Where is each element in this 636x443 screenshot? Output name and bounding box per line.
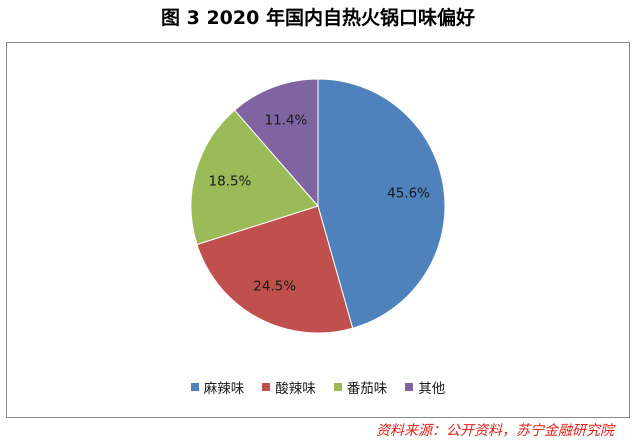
pie-slice-2 xyxy=(196,205,354,334)
pie-slice-label-3: 18.5% xyxy=(209,173,252,189)
chart-frame: 45.6% 24.5% 18.5% 11.4% 麻辣味 酸辣味 番茄味 其他 xyxy=(6,42,630,418)
legend-label-1: 麻辣味 xyxy=(203,381,245,397)
legend-swatch-3 xyxy=(333,383,342,391)
source-note: 资料来源：公开资料，苏宁金融研究院 xyxy=(376,423,614,439)
pie-slice-label-1: 45.6% xyxy=(387,185,430,201)
pie-slice-1 xyxy=(317,78,446,329)
legend-item-1: 麻辣味 xyxy=(190,377,245,397)
legend-swatch-2 xyxy=(262,383,271,391)
legend-label-2: 酸辣味 xyxy=(275,381,316,397)
legend-swatch-1 xyxy=(190,383,199,391)
pie-slice-label-4: 11.4% xyxy=(265,112,308,128)
legend-swatch-4 xyxy=(405,383,414,391)
pie-slice-3 xyxy=(190,109,319,246)
legend-item-4: 其他 xyxy=(405,377,445,397)
pie-slice-4 xyxy=(233,78,319,208)
legend-label-3: 番茄味 xyxy=(346,381,388,397)
legend-item-2: 酸辣味 xyxy=(262,377,316,397)
legend-item-3: 番茄味 xyxy=(333,377,388,397)
pie-slice-label-2: 24.5% xyxy=(253,279,296,295)
legend: 麻辣味 酸辣味 番茄味 其他 xyxy=(7,377,629,397)
legend-label-4: 其他 xyxy=(418,381,446,397)
figure-title: 图 3 2020 年国内自热火锅口味偏好 xyxy=(161,7,475,29)
pie-chart: 45.6% 24.5% 18.5% 11.4% xyxy=(190,78,446,334)
